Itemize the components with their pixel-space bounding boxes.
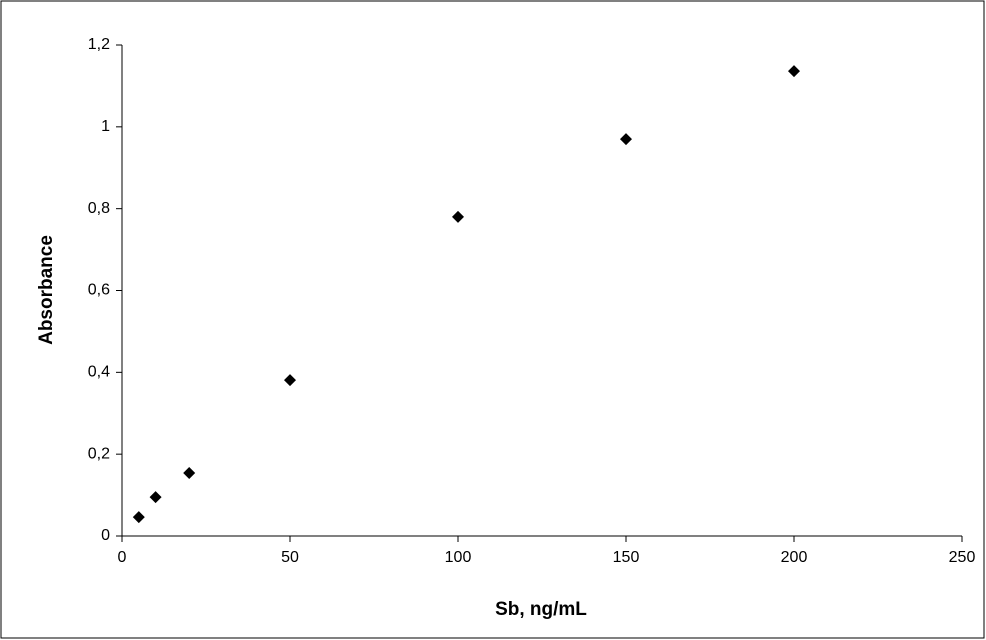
data-point [132, 511, 145, 524]
data-point [788, 65, 800, 78]
y-axis-title: Absorbance [36, 235, 57, 345]
x-tick-label: 250 [949, 549, 976, 566]
y-tick-label: 1 [101, 118, 110, 135]
x-axis-title: Sb, ng/mL [495, 599, 587, 620]
x-tick-label: 50 [281, 549, 299, 566]
y-tick-label: 0,6 [88, 282, 110, 299]
y-tick-label: 1,2 [88, 36, 110, 53]
data-point [620, 133, 632, 146]
y-tick-label: 0 [101, 527, 110, 544]
x-tick-label: 200 [781, 549, 808, 566]
x-tick-label: 100 [445, 549, 472, 566]
y-tick-label: 0,2 [88, 445, 110, 462]
y-tick-label: 0,8 [88, 200, 110, 217]
y-tick-label: 0,4 [88, 364, 110, 381]
x-tick-label: 0 [118, 549, 127, 566]
data-point [284, 374, 296, 387]
data-point [452, 210, 464, 223]
x-tick-label: 150 [613, 549, 640, 566]
data-point [149, 491, 162, 504]
data-point [183, 466, 196, 479]
